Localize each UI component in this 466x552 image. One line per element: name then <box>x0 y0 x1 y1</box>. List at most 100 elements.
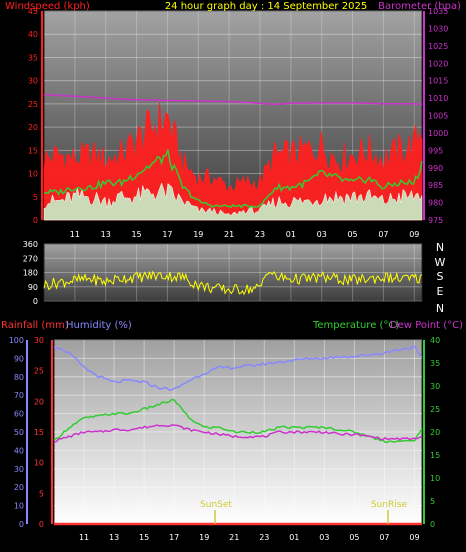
wind-x-tick-label: 09 <box>409 230 419 239</box>
direction-tick-label: 180 <box>23 269 38 278</box>
direction-tick-label: 360 <box>23 240 38 249</box>
humidity-tick-label: 70 <box>14 391 24 400</box>
humidity-tick-label: 60 <box>14 410 24 419</box>
windspeed-tick-label: 15 <box>28 146 38 155</box>
windspeed-tick-label: 10 <box>28 170 38 179</box>
direction-series <box>43 270 423 296</box>
barometer-tick-label: 1005 <box>428 112 448 121</box>
barometer-tick-label: 1035 <box>428 7 448 16</box>
temperature-axis-title: Temperature (°C) <box>312 320 399 331</box>
direction-tick-label: 0 <box>33 297 38 306</box>
barometer-tick-label: 990 <box>428 164 443 173</box>
humidity-series <box>53 345 423 392</box>
temperature-tick-label: 35 <box>430 359 440 368</box>
compass-label-s: S <box>437 270 444 283</box>
rainfall-axis-title: Rainfall (mm) <box>1 320 69 331</box>
temperature-tick-label: 5 <box>430 497 435 506</box>
direction-tick-label: 270 <box>23 254 38 263</box>
temperature-x-tick-label: 07 <box>379 533 389 542</box>
windspeed-tick-label: 0 <box>33 216 38 225</box>
temperature-x-tick-label: 09 <box>409 533 419 542</box>
temperature-axes: 0 10 20 30 40 50 60 70 80 90 100 0 5 10 15 20 25 30 0 5 10 15… <box>9 336 440 529</box>
rainfall-tick-label: 30 <box>34 336 44 345</box>
windspeed-tick-label: 25 <box>28 100 38 109</box>
temperature-x-tick-label: 03 <box>319 533 329 542</box>
barometer-axis-title: Barometer (hpa) <box>378 1 461 12</box>
rainfall-tick-label: 5 <box>39 489 44 498</box>
windspeed-axis-title: Windspeed (kph) <box>5 1 90 12</box>
humidity-tick-label: 20 <box>14 483 24 492</box>
gust-series <box>43 149 423 209</box>
humidity-tick-label: 90 <box>14 354 24 363</box>
compass-label-n2: N <box>436 302 444 315</box>
graph-title: 24 hour graph day : 14 September 2025 <box>165 1 367 12</box>
compass-label-w: W <box>435 256 446 269</box>
wind-x-tick-label: 07 <box>378 230 388 239</box>
wind-x-tick-label: 03 <box>317 230 327 239</box>
barometer-tick-label: 980 <box>428 199 443 208</box>
barometer-tick-label: 1025 <box>428 42 448 51</box>
windspeed-axis: 0 5 10 15 20 25 30 35 40 45 <box>28 7 43 225</box>
rainfall-tick-label: 10 <box>34 459 44 468</box>
barometer-series <box>43 93 423 106</box>
windspeed-tick-label: 30 <box>28 77 38 86</box>
wind-x-axis: 11 13 15 17 19 21 23 01 03 05 07 09 <box>70 230 420 239</box>
temperature-tick-label: 0 <box>430 520 435 529</box>
barometer-axis: 975 980 985 990 995 1000 1005 1010 1015 1020 1025 1… <box>423 7 448 225</box>
barometer-tick-label: 995 <box>428 146 443 155</box>
temperature-x-tick-label: 19 <box>199 533 209 542</box>
wind-x-tick-label: 23 <box>255 230 265 239</box>
temperature-x-tick-label: 15 <box>139 533 149 542</box>
temperature-tick-label: 20 <box>430 428 440 437</box>
humidity-axis-title: Humidity (%) <box>66 320 132 331</box>
windspeed-tick-label: 5 <box>33 193 38 202</box>
temperature-series <box>53 345 423 526</box>
temperature-grid <box>54 339 422 525</box>
rainfall-tick-label: 25 <box>34 367 44 376</box>
temperature-x-tick-label: 11 <box>79 533 89 542</box>
rainfall-tick-label: 20 <box>34 397 44 406</box>
windspeed-tick-label: 40 <box>28 30 38 39</box>
compass-label-n: N <box>436 241 444 254</box>
wind-x-tick-label: 15 <box>131 230 141 239</box>
temperature-x-axis: 11 13 15 17 19 21 23 01 03 05 07 09 <box>79 533 420 542</box>
compass-label-e: E <box>437 285 444 298</box>
wind-x-tick-label: 05 <box>347 230 357 239</box>
barometer-tick-label: 1030 <box>428 24 448 33</box>
temperature-x-tick-label: 05 <box>349 533 359 542</box>
temperature-tick-label: 25 <box>430 405 440 414</box>
humidity-tick-label: 100 <box>9 336 24 345</box>
humidity-tick-label: 0 <box>19 520 24 529</box>
temperature-x-tick-label: 17 <box>169 533 179 542</box>
wind-x-tick-label: 21 <box>224 230 234 239</box>
humidity-tick-label: 80 <box>14 373 24 382</box>
dewpoint-series <box>53 424 423 443</box>
rainfall-tick-label: 15 <box>34 428 44 437</box>
barometer-tick-label: 1010 <box>428 94 448 103</box>
humidity-tick-label: 10 <box>14 502 24 511</box>
barometer-tick-label: 985 <box>428 181 443 190</box>
barometer-tick-label: 1015 <box>428 77 448 86</box>
wind-x-tick-label: 11 <box>70 230 80 239</box>
temperature-tick-label: 10 <box>430 474 440 483</box>
humidity-tick-label: 50 <box>14 428 24 437</box>
direction-axis: 0 90 180 270 360 <box>23 240 38 306</box>
sunrise-label: SunRise <box>371 500 408 510</box>
dewpoint-axis-title: Dew Point (°C) <box>390 320 463 331</box>
wind-x-tick-label: 13 <box>101 230 111 239</box>
wind-direction-series <box>43 270 423 296</box>
temperature-x-tick-label: 23 <box>259 533 269 542</box>
windspeed-tick-label: 20 <box>28 123 38 132</box>
direction-tick-label: 90 <box>28 283 38 292</box>
barometer-tick-label: 1020 <box>428 59 448 68</box>
barometer-tick-label: 1000 <box>428 129 448 138</box>
humidity-tick-label: 40 <box>14 446 24 455</box>
temperature-x-tick-label: 13 <box>109 533 119 542</box>
humidity-tick-label: 30 <box>14 465 24 474</box>
temperature-series <box>53 398 423 443</box>
average-windspeed-series <box>43 182 423 221</box>
wind-series <box>43 93 423 221</box>
windspeed-tick-label: 35 <box>28 53 38 62</box>
temperature-x-tick-label: 01 <box>289 533 299 542</box>
